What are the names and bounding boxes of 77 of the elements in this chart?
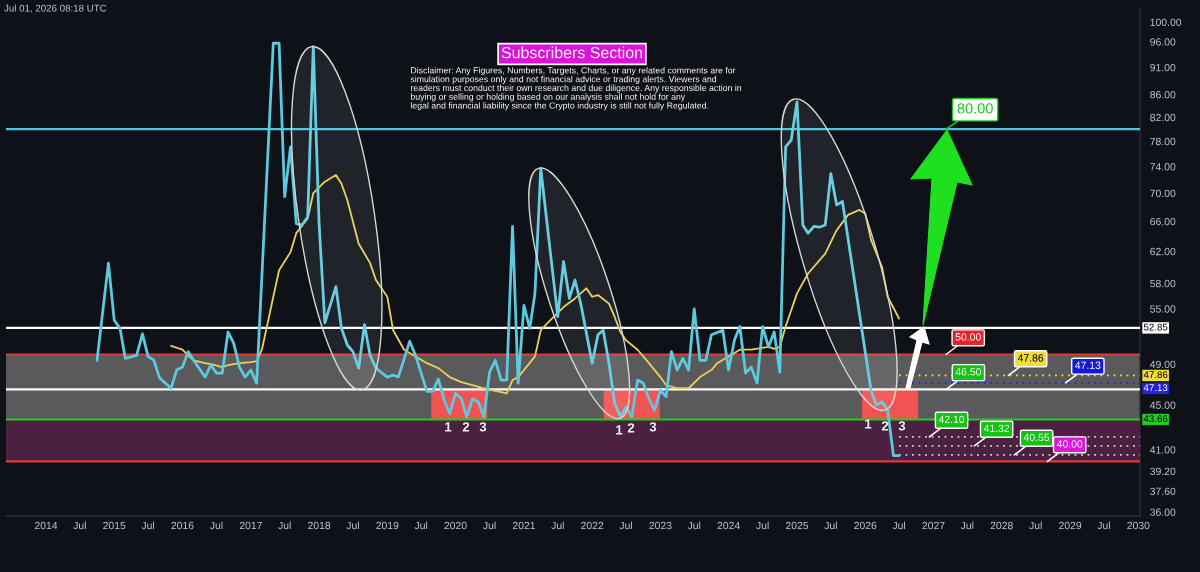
x-tick-label: Jul	[892, 521, 906, 530]
y-tick-label: 41.00	[1149, 446, 1176, 454]
x-tick-label: 2023	[649, 521, 672, 530]
x-tick-label: 2025	[785, 521, 809, 530]
x-tick-label: 2021	[512, 521, 536, 530]
x-tick-label: Jul	[141, 521, 155, 530]
x-tick-label: 2030	[1127, 521, 1150, 530]
annotation: 47.13	[1075, 361, 1101, 369]
ref-line-label: 52.85	[1143, 323, 1168, 331]
x-tick-label: Jul	[824, 521, 837, 530]
y-tick-label: 36.00	[1150, 508, 1176, 516]
x-tick-label: Jul	[73, 521, 86, 530]
y-tick-label: 82.00	[1150, 113, 1176, 122]
x-tick-label: 2019	[376, 521, 399, 530]
x-tick-label: 2026	[854, 521, 877, 530]
x-tick-label: 2024	[717, 521, 740, 530]
y-tick-label: 66.00	[1150, 217, 1176, 226]
annotation: 42.10	[938, 415, 965, 424]
y-tick-label: 62.00	[1150, 247, 1176, 256]
x-tick-label: 2022	[581, 521, 604, 530]
annotation: 41.32	[983, 424, 1010, 433]
annotation: 3	[898, 421, 906, 431]
y-tick-label: 37.60	[1150, 487, 1176, 496]
x-tick-label: Jul	[483, 521, 496, 530]
annotation: 80.00	[957, 103, 993, 114]
x-tick-label: 2027	[922, 521, 945, 530]
x-tick-label: Jul	[414, 521, 428, 530]
x-tick-label: Jul	[1029, 521, 1042, 530]
annotation: 3	[479, 422, 487, 432]
ref-line-label: 43.66	[1143, 415, 1168, 423]
x-tick-label: Jul	[756, 521, 769, 530]
y-tick-label: 86.00	[1150, 90, 1176, 99]
y-tick-label: 55.00	[1150, 305, 1176, 313]
annotation: 2	[881, 421, 889, 431]
x-tick-label: Jul	[346, 521, 359, 530]
x-tick-label: 2029	[1059, 521, 1082, 530]
x-tick-label: Jul	[1097, 521, 1110, 530]
y-tick-label: 49.00	[1149, 360, 1176, 369]
y-tick-label: 70.00	[1150, 189, 1176, 198]
annotation: 3	[649, 422, 657, 432]
text: Subscribers Section	[501, 46, 642, 59]
x-tick-label: 2014	[34, 521, 58, 530]
x-tick-label: 2015	[103, 521, 126, 530]
x-tick-label: Jul	[687, 521, 701, 530]
x-tick-label: Jul	[278, 521, 291, 530]
annotation: 1	[445, 422, 452, 432]
annotation: 40.00	[1056, 440, 1083, 448]
y-tick-label: 39.20	[1150, 467, 1176, 476]
y-tick-label: 96.00	[1150, 38, 1176, 46]
annotation: 50.00	[955, 333, 981, 341]
ref-line-label: 47.13	[1143, 384, 1168, 392]
ref-line-label: 47.86	[1143, 371, 1168, 379]
annotation: Jul 01, 2026 08:18 UTC	[4, 4, 107, 13]
annotation: 47.86	[1017, 354, 1044, 362]
y-tick-label: 91.00	[1150, 63, 1176, 72]
annotation: 2	[627, 423, 635, 433]
x-tick-label: 2016	[171, 521, 194, 530]
x-tick-label: Jul	[551, 521, 564, 530]
annotation: 40.55	[1023, 433, 1050, 442]
x-tick-label: Jul	[209, 521, 223, 530]
y-tick-label: 58.00	[1150, 279, 1176, 288]
x-tick-label: 2018	[308, 521, 331, 530]
x-tick-label: Jul	[960, 521, 974, 530]
x-tick-label: 2017	[239, 521, 262, 530]
y-tick-label: 74.00	[1150, 163, 1176, 171]
annotation: Disclaimer: Any Figures, Numbers, Targets, Charts, or any related comments are for simulation purposes only and not financial advice or trading alerts. Viewers and readers must conduct their own research and due diligence. Any responsible action in buying or selling or holding based on our analysis shall not hold for any legal and financial liability since the Crypto industry is still not fully Regulated.	[410, 67, 742, 111]
x-tick-label: Jul	[619, 521, 632, 530]
y-tick-label: 78.00	[1150, 137, 1176, 146]
annotation: 1	[616, 425, 623, 435]
annotation: 2	[462, 422, 470, 432]
y-tick-label: 45.00	[1149, 401, 1176, 409]
x-tick-label: 2028	[990, 521, 1013, 530]
line-series	[170, 174, 900, 395]
x-tick-label: 2020	[444, 521, 467, 530]
annotation: 46.50	[955, 368, 982, 376]
annotation: 1	[865, 419, 872, 429]
y-tick-label: 100.00	[1150, 18, 1182, 27]
